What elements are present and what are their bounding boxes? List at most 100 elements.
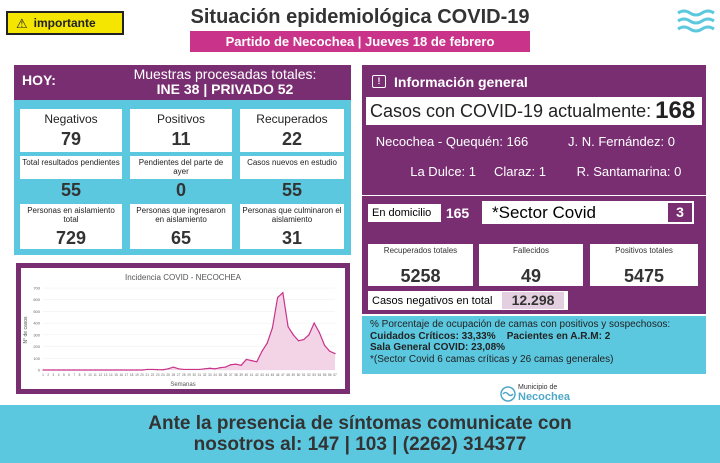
chart-xtick-label: 33 [208,373,212,377]
chart-xtick-label: 3 [53,373,55,377]
chart-point [329,350,331,352]
chart-xlabel: Semanas [170,382,195,388]
casos-actuales: Casos con COVID-19 actualmente: 168 [366,97,702,125]
chart-xtick-label: 42 [255,373,259,377]
chart-ytick-label: 600 [33,297,40,302]
chart-ytick-label: 200 [33,344,40,349]
chart-point [52,369,55,371]
chart-point [104,369,107,371]
chart-point [250,360,253,362]
footer-line2: nosotros al: 147 | 103 | (2262) 314377 [193,434,527,455]
incidence-chart-frame: Incidencia COVID - NECOCHEA Semanas N° d… [16,263,350,394]
stat-value: 65 [130,227,232,249]
stat-value: 31 [240,227,344,249]
chart-point [292,334,294,336]
stat-value: 55 [240,179,344,201]
chart-xtick-label: 54 [318,373,322,377]
total-value: 5475 [623,266,665,286]
chart-point [198,368,201,371]
chart-point [151,368,154,371]
chart-point [47,369,49,371]
ocupacion-camas: % Porcentaje de ocupación de camas con p… [362,316,706,374]
chart-xtick-label: 26 [172,373,176,377]
page-title: Situación epidemiológica COVID-19 [190,6,530,28]
chart-xtick-label: 19 [135,373,139,377]
chart-point [78,369,81,371]
chart-xtick-label: 49 [292,373,296,377]
warning-icon: ! [372,75,386,88]
chart-xtick-label: 1 [42,373,44,377]
chart-series-area [43,292,335,370]
camas-criticos: Cuidados Críticos: 33,33% [370,330,496,342]
chart-ytick-label: 300 [33,332,40,337]
chart-point [188,368,190,371]
chart-ytick-label: 400 [33,321,40,326]
chart-xtick-label: 16 [119,373,123,377]
total-label: Recuperados totales [383,246,458,255]
chart-point [303,338,305,341]
hoy-header-bar [14,65,351,100]
chart-point [204,368,206,370]
chart-xtick-label: 39 [239,373,243,377]
chart-xtick-label: 53 [312,373,316,377]
chart-point [125,369,128,371]
domicilio-value: 165 [441,204,474,222]
chart-xtick-label: 5 [63,373,65,377]
chart-point [110,369,112,371]
chart-point [63,369,65,371]
chart-point [136,369,138,371]
chart-xtick-label: 21 [146,373,150,377]
chart-xtick-label: 43 [260,373,264,377]
sector-covid-label: *Sector Covid [482,201,694,224]
chart-point [157,369,159,371]
chart-point [334,353,336,355]
stat-recuperados: Recuperados 22 [240,109,344,152]
chart-point [89,369,91,371]
chart-point [323,344,326,346]
chart-point [68,369,70,371]
chart-point [240,364,242,366]
chart-xtick-label: 34 [213,373,217,377]
camas-line3: Sala General COVID: 23,08% [370,342,506,353]
chart-xtick-label: 28 [182,373,186,377]
negativos-total-value: 12.298 [502,292,564,309]
chart-point [297,340,300,342]
stat-positivos: Positivos 11 [130,109,232,152]
chart-xtick-label: 14 [109,373,113,377]
waves-logo-icon [500,386,516,402]
chart-xtick-label: 27 [177,373,181,377]
chart-point [282,292,284,294]
chart-point [120,369,122,371]
chart-xtick-label: 25 [166,373,170,377]
badge-label: importante [33,16,96,30]
chart-point [277,296,279,298]
total-positivos: Positivos totales 5475 [590,244,698,286]
chart-xtick-label: 11 [93,373,97,377]
chart-xtick-label: 40 [245,373,249,377]
chart-point [214,368,216,370]
chart-xtick-label: 57 [333,373,337,377]
chart-ylabel: N° de casos [23,316,29,344]
stat-value: 729 [20,227,122,249]
chart-point [146,368,148,371]
chart-xtick-label: 7 [73,373,75,377]
stat-total-pendientes: Total resultados pendientes 55 [20,156,122,201]
chart-title: Incidencia COVID - NECOCHEA [125,273,242,282]
hoy-label: HOY: [22,72,56,88]
chart-point [193,368,195,371]
stat-ingresaron-aislamiento: Personas que ingresaron en aislamiento 6… [130,204,232,249]
warning-icon: ⚠ [16,15,28,31]
stat-value: 55 [20,179,122,201]
stat-label: Pendientes del parte de ayer [130,156,232,179]
chart-xtick-label: 55 [323,373,327,377]
chart-point [162,369,164,371]
chart-point [256,361,258,363]
stat-value: 22 [281,129,303,149]
cell-jn-fernandez: J. N. Fernández: 0 [541,128,702,155]
chart-xtick-label: 56 [328,373,332,377]
chart-xtick-label: 23 [156,373,160,377]
camas-line4: *(Sector Covid 6 camas críticas y 26 cam… [370,353,614,365]
logo-line1: Municipio de [518,384,558,391]
chart-xtick-label: 24 [161,373,165,377]
chart-xtick-label: 47 [281,373,285,377]
